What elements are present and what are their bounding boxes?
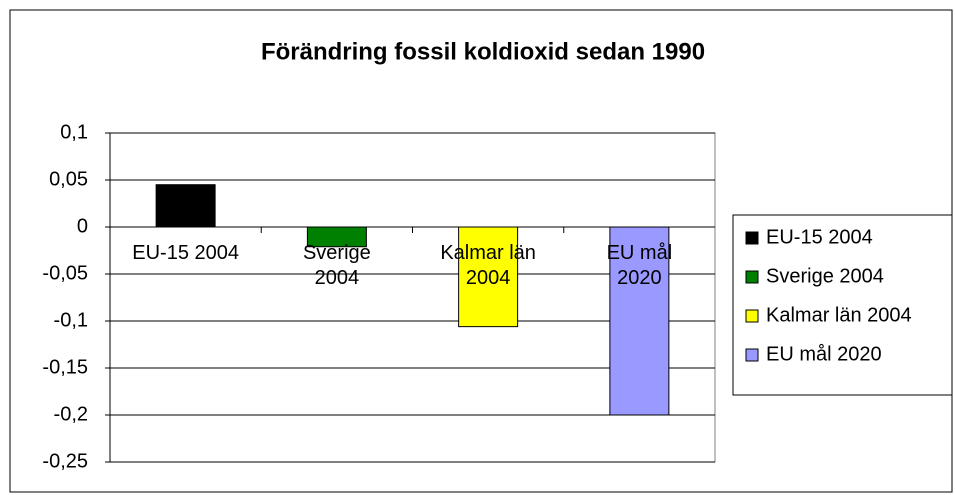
legend-label: Kalmar län 2004: [766, 304, 912, 326]
x-tick-label: EU-15 2004: [132, 242, 239, 264]
bar: [155, 184, 216, 228]
legend-swatch: [745, 348, 759, 362]
y-tick-label: -0,2: [54, 403, 88, 425]
x-tick-label: Sverige 2004: [302, 242, 371, 289]
bar: [458, 226, 519, 328]
y-tick-label: -0,05: [42, 262, 88, 284]
x-tick-label: Kalmar län 2004: [440, 242, 536, 289]
legend-swatch: [745, 270, 759, 284]
y-tick-label: -0,1: [54, 309, 88, 331]
y-tick-label: 0: [77, 215, 88, 237]
y-tick-label: 0,1: [60, 121, 88, 143]
y-tick-label: -0,25: [42, 450, 88, 472]
legend-box: [732, 214, 953, 396]
chart-title: Förändring fossil koldioxid sedan 1990: [261, 38, 705, 65]
legend-label: EU-15 2004: [766, 226, 873, 248]
legend-swatch: [745, 309, 759, 323]
y-tick-label: -0,15: [42, 356, 88, 378]
y-tick-label: 0,05: [49, 168, 88, 190]
x-tick-label: EU mål 2020: [606, 242, 673, 289]
legend-label: EU mål 2020: [766, 343, 882, 365]
legend-swatch: [745, 231, 759, 245]
legend-label: Sverige 2004: [766, 265, 884, 287]
